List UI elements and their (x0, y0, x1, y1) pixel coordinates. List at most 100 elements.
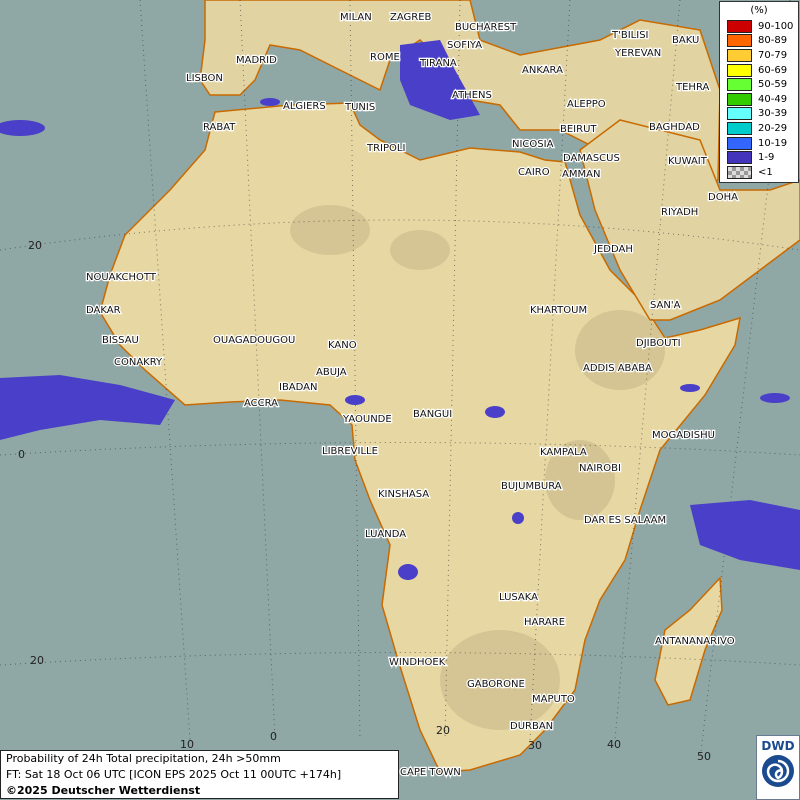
lon-label: 20 (436, 724, 450, 737)
lon-label: 40 (607, 738, 621, 751)
city-label: TIRANA (419, 58, 457, 69)
city-label: AMMAN (562, 169, 600, 180)
city-label: WINDHOEK (389, 657, 446, 668)
city-label: ABUJA (316, 367, 347, 378)
legend-swatch (727, 34, 752, 48)
city-label: DOHA (708, 192, 738, 203)
city-label: CAPE TOWN (400, 767, 461, 778)
legend-swatch (727, 136, 752, 150)
caption-forecast-time: FT: Sat 18 Oct 06 UTC [ICON EPS 2025 Oct… (6, 768, 342, 781)
city-label: KUWAIT (668, 156, 708, 167)
city-label: ZAGREB (390, 12, 432, 23)
city-label: IBADAN (279, 382, 318, 393)
city-label: JEDDAH (593, 244, 633, 255)
city-label: GABORONE (467, 679, 525, 690)
city-label: TRIPOLI (366, 143, 405, 154)
legend-item: 10-19 (727, 136, 798, 151)
legend-swatch (727, 63, 752, 77)
legend-swatch (727, 151, 752, 165)
legend-item: 60-69 (727, 63, 798, 78)
city-label: ATHENS (452, 90, 492, 101)
city-label: NAIROBI (579, 463, 621, 474)
caption-copyright: ©2025 Deutscher Wetterdienst (6, 784, 201, 797)
city-label: BUJUMBURA (501, 481, 562, 492)
legend-item: 1-9 (727, 150, 798, 165)
legend-item: 30-39 (727, 107, 798, 122)
dwd-logo: DWD (756, 735, 800, 800)
city-label: MADRID (236, 55, 277, 66)
land-africa (99, 102, 741, 773)
city-label: DAMASCUS (563, 153, 620, 164)
city-label: YEREVAN (614, 48, 661, 59)
legend-swatch (727, 48, 752, 62)
city-label: KHARTOUM (530, 305, 587, 316)
legend-label: <1 (758, 166, 773, 178)
legend-unit: (%) (750, 5, 768, 16)
city-label: MOGADISHU (652, 430, 715, 441)
land-arabia (579, 119, 800, 321)
city-label: ACCRA (244, 398, 278, 409)
legend-item: 40-49 (727, 92, 798, 107)
legend-swatch (727, 92, 752, 106)
legend-label: 20-29 (758, 122, 788, 134)
city-label: BISSAU (102, 335, 139, 346)
city-label: BEIRUT (560, 124, 597, 135)
city-label: DURBAN (510, 721, 553, 732)
city-label: MAPUTO (532, 694, 575, 705)
city-label: KAMPALA (540, 447, 587, 458)
city-label: DJIBOUTI (636, 338, 681, 349)
legend-swatch (727, 78, 752, 92)
city-label: ALGIERS (283, 101, 326, 112)
city-label: HARARE (524, 617, 565, 628)
city-label: BUCHAREST (455, 22, 517, 33)
city-label: BAGHDAD (649, 122, 700, 133)
city-label: YAOUNDE (342, 414, 392, 425)
legend-label: 90-100 (758, 20, 794, 32)
city-label: ANKARA (522, 65, 563, 76)
lat-label: 0 (18, 448, 25, 461)
city-label: LIBREVILLE (322, 446, 378, 457)
city-label: RIYADH (661, 207, 698, 218)
legend-label: 70-79 (758, 49, 788, 61)
lat-label: 20 (30, 654, 44, 667)
city-label: BAKU (672, 35, 699, 46)
legend-label: 50-59 (758, 79, 788, 91)
legend-label: 10-19 (758, 137, 788, 149)
city-label: TEHRA (675, 82, 709, 93)
city-label: DAR ES SALAAM (584, 515, 666, 526)
legend-label: 80-89 (758, 35, 788, 47)
legend-swatch (727, 19, 752, 33)
terrain (290, 205, 665, 730)
city-label: ALEPPO (567, 99, 606, 110)
city-label: OUAGADOUGOU (213, 335, 295, 346)
legend-label: 1-9 (758, 152, 775, 164)
dwd-spiral-icon (762, 755, 794, 787)
city-label: ROME (370, 52, 400, 63)
legend-label: 30-39 (758, 108, 788, 120)
legend-swatch (727, 107, 752, 121)
city-label: NICOSIA (512, 139, 554, 150)
legend-item: 50-59 (727, 77, 798, 92)
city-label: RABAT (203, 122, 236, 133)
land-madagascar (654, 576, 723, 706)
city-label: KINSHASA (378, 489, 429, 500)
legend-label: 40-49 (758, 93, 788, 105)
city-label: KANO (328, 340, 357, 351)
caption-title: Probability of 24h Total precipitation, … (6, 752, 281, 765)
graticule (0, 0, 800, 761)
legend-item: 90-100 (727, 19, 798, 34)
city-label: TUNIS (344, 102, 375, 113)
caption-box: Probability of 24h Total precipitation, … (0, 750, 399, 799)
city-label: SOFIYA (447, 40, 482, 51)
city-label: LUANDA (365, 529, 406, 540)
dwd-logo-text: DWD (761, 739, 795, 753)
city-label: CAIRO (518, 167, 550, 178)
city-label: LISBON (186, 73, 223, 84)
legend-item: 80-89 (727, 34, 798, 49)
city-labels: MILAN ZAGREB BUCHAREST T'BILISI BAKU YER… (85, 11, 740, 780)
precipitation-areas (0, 40, 800, 580)
legend-label: 60-69 (758, 64, 788, 76)
city-label: ANTANANARIVO (655, 636, 735, 647)
lat-label: 20 (28, 239, 42, 252)
